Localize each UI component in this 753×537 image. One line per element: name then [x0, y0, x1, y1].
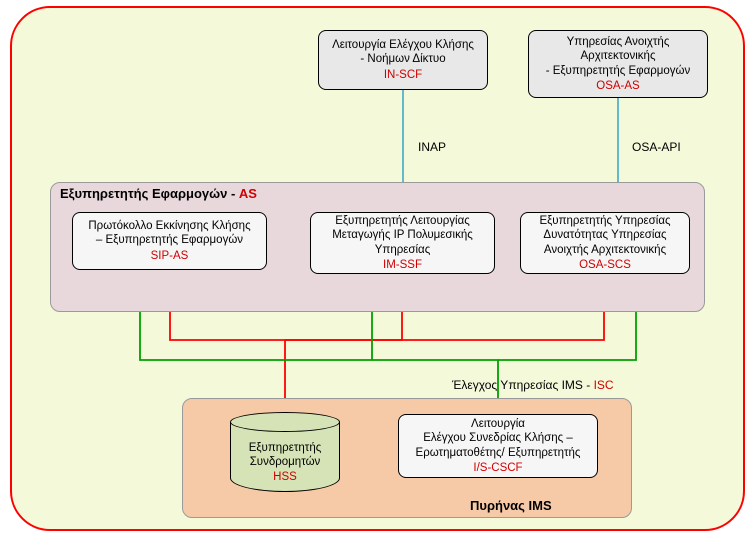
node-code: IN-SCF — [384, 68, 422, 82]
node-cscf: ΛειτουργίαΕλέγχου Συνεδρίας Κλήσης –Ερωτ… — [398, 414, 598, 478]
group-label-core: Πυρήνας IMS — [470, 498, 552, 513]
node-line: Ελέγχου Συνεδρίας Κλήσης – — [423, 431, 573, 445]
node-code: I/S-CSCF — [473, 461, 522, 475]
node-line: Αρχιτεκτονικής — [581, 49, 656, 63]
diagram-canvas: Εξυπηρετητής Εφαρμογών - AS Πυρήνας IMS Λε… — [0, 0, 753, 537]
node-line: – Εξυπηρετητής Εφαρμογών — [96, 233, 243, 247]
cylinder-line: Εξυπηρετητής — [249, 441, 322, 455]
node-line: - Νοήμων Δίκτυο — [360, 52, 445, 66]
edge-label-text: OSA-API — [632, 140, 681, 154]
edge-label-osaapi: OSA-API — [632, 140, 681, 154]
node-line: Υπηρεσίας — [375, 243, 431, 257]
node-code: IM-SSF — [383, 258, 422, 272]
group-label-code: AS — [239, 186, 257, 201]
node-in_scf: Λειτουργία Ελέγχου Κλήσης- Νοήμων Δίκτυο… — [318, 30, 488, 90]
edge-label-text: Έλεγχος Υπηρεσίας IMS - — [452, 378, 594, 392]
node-code: SIP-AS — [151, 249, 189, 263]
cylinder-hss: ΕξυπηρετητήςΣυνδρομητώνHSS — [230, 412, 340, 492]
node-line: Λειτουργία — [471, 417, 525, 431]
node-line: Εξυπηρετητής Υπηρεσίας — [539, 214, 670, 228]
group-label-as: Εξυπηρετητής Εφαρμογών - AS — [60, 186, 257, 201]
edge-label-inap: INAP — [418, 140, 446, 154]
edge-label-isc: Έλεγχος Υπηρεσίας IMS - ISC — [452, 378, 614, 392]
node-code: OSA-AS — [596, 79, 639, 93]
edge-label-code: ISC — [594, 378, 614, 392]
node-code: OSA-SCS — [579, 258, 631, 272]
group-label-text: Εξυπηρετητής Εφαρμογών - — [60, 186, 239, 201]
node-osa_scs: Εξυπηρετητής ΥπηρεσίαςΔυνατότητας Υπηρεσ… — [520, 212, 690, 274]
node-line: Μεταγωγής IP Πολυμεσικής — [332, 228, 473, 242]
node-line: Δυνατότητας Υπηρεσίας — [543, 228, 666, 242]
edge-label-text: INAP — [418, 140, 446, 154]
cylinder-line: Συνδρομητών — [250, 455, 321, 469]
node-line: - Εξυπηρετητής Εφαρμογών — [546, 64, 691, 78]
node-sip_as: Πρωτόκολλο Εκκίνησης Κλήσης– Εξυπηρετητή… — [72, 212, 267, 270]
node-line: Ερωτηματοθέτης/ Εξυπηρετητής — [416, 446, 581, 460]
node-line: Εξυπηρετητής Λειτουργίας — [335, 214, 470, 228]
node-line: Πρωτόκολλο Εκκίνησης Κλήσης — [88, 219, 250, 233]
group-label-text: Πυρήνας IMS — [470, 498, 552, 513]
node-line: Λειτουργία Ελέγχου Κλήσης — [332, 38, 474, 52]
node-line: Υπηρεσίας Ανοιχτής — [567, 35, 670, 49]
node-osa_as: Υπηρεσίας ΑνοιχτήςΑρχιτεκτονικής- Εξυπηρ… — [528, 30, 708, 98]
node-im_ssf: Εξυπηρετητής ΛειτουργίαςΜεταγωγής IP Πολ… — [310, 212, 495, 274]
node-line: Ανοιχτής Αρχιτεκτονικής — [544, 243, 666, 257]
cylinder-code: HSS — [273, 470, 297, 484]
